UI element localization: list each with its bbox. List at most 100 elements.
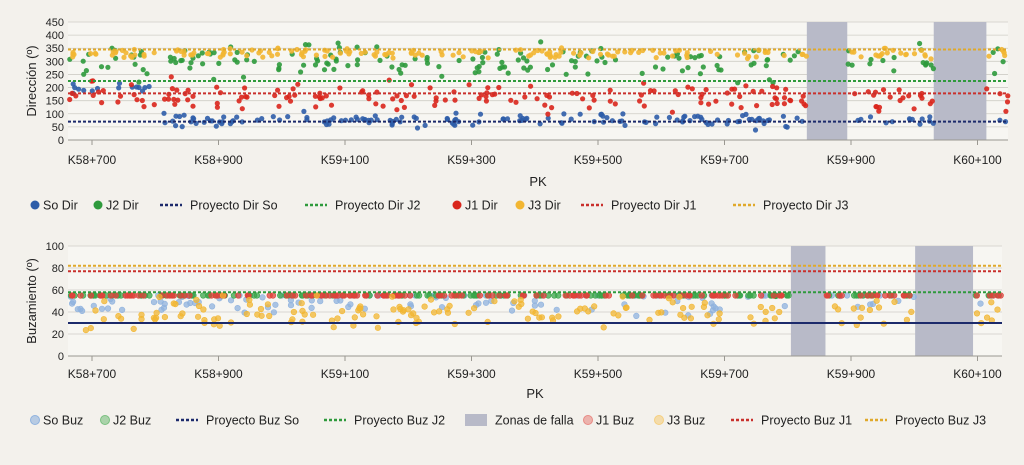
data-point: [639, 70, 645, 76]
data-point: [123, 50, 129, 56]
data-point: [334, 315, 341, 322]
data-point: [652, 64, 659, 70]
data-point: [204, 115, 211, 121]
data-point: [169, 86, 175, 92]
data-point: [653, 55, 659, 61]
data-point: [294, 46, 300, 53]
data-point: [73, 93, 79, 99]
data-point: [776, 292, 783, 299]
data-point: [669, 109, 676, 115]
data-point: [734, 52, 741, 58]
data-point: [199, 50, 205, 56]
data-point: [709, 307, 717, 314]
data-point: [973, 292, 981, 299]
data-point: [266, 292, 273, 299]
data-point: [117, 315, 125, 322]
y-tick-label: 300: [46, 56, 64, 68]
data-point: [354, 62, 360, 68]
data-point: [771, 315, 778, 322]
data-point: [298, 300, 305, 307]
data-point: [927, 114, 933, 120]
data-point: [439, 52, 445, 58]
data-point: [549, 314, 556, 321]
data-point: [121, 54, 127, 61]
data-point: [188, 60, 194, 66]
data-point: [791, 53, 798, 59]
data-point: [427, 296, 435, 303]
data-point: [190, 115, 196, 121]
data-point: [681, 314, 688, 321]
data-point: [347, 301, 354, 308]
data-point: [239, 94, 245, 100]
data-point: [214, 104, 220, 110]
data-point: [499, 64, 505, 70]
data-point: [117, 93, 124, 99]
x-tick-label: K59+300: [447, 367, 496, 381]
y-tick-label: 150: [46, 96, 64, 108]
data-point: [317, 298, 324, 305]
data-point: [531, 302, 539, 309]
data-point: [711, 292, 718, 299]
data-point: [270, 309, 278, 316]
data-point: [753, 54, 759, 60]
data-point: [236, 98, 242, 104]
data-point: [272, 301, 279, 308]
data-point: [239, 119, 245, 125]
data-point: [542, 102, 548, 108]
data-point: [333, 58, 339, 64]
data-point: [867, 114, 874, 120]
data-point: [886, 292, 893, 299]
data-point: [556, 53, 562, 59]
data-point: [398, 97, 404, 104]
data-point: [474, 65, 480, 71]
data-point: [113, 55, 119, 61]
data-point: [737, 93, 743, 100]
data-point: [994, 306, 1001, 313]
data-point: [549, 62, 556, 68]
y-tick-label: 50: [52, 122, 64, 134]
legend-marker: [100, 415, 110, 425]
data-point: [179, 124, 185, 130]
data-point: [849, 62, 855, 68]
data-point: [186, 292, 193, 299]
x-tick-label: K58+900: [194, 367, 243, 381]
data-point: [140, 292, 147, 299]
data-point: [692, 114, 698, 120]
legend-marker: [515, 200, 525, 210]
data-point: [873, 297, 880, 304]
data-point: [527, 52, 534, 58]
data-point: [605, 292, 613, 299]
data-point: [476, 292, 484, 299]
data-point: [1003, 108, 1009, 114]
data-point: [302, 292, 310, 299]
data-point: [424, 292, 431, 299]
data-point: [399, 308, 407, 315]
x-tick-label: K58+700: [68, 367, 117, 381]
data-point: [770, 292, 777, 299]
data-point: [919, 116, 925, 122]
data-point: [858, 304, 866, 312]
data-point: [458, 292, 465, 299]
data-point: [146, 292, 153, 299]
y-tick-label: 250: [46, 69, 64, 81]
data-point: [374, 49, 380, 55]
data-point: [446, 302, 453, 310]
data-point: [328, 102, 335, 108]
data-point: [258, 312, 265, 319]
data-point: [183, 301, 190, 308]
data-point: [334, 292, 342, 299]
fault-zone: [915, 246, 974, 356]
x-tick-label: K59+500: [574, 153, 623, 167]
data-point: [414, 125, 421, 131]
data-point: [562, 292, 569, 299]
data-point: [472, 70, 478, 76]
data-point: [300, 54, 306, 60]
data-point: [898, 50, 904, 56]
data-point: [769, 304, 776, 312]
legend-1: So Dir J2 Dir Proyecto Dir So Proyecto Dir …: [30, 199, 848, 213]
data-point: [701, 299, 708, 307]
data-point: [298, 69, 304, 75]
data-point: [548, 53, 554, 59]
